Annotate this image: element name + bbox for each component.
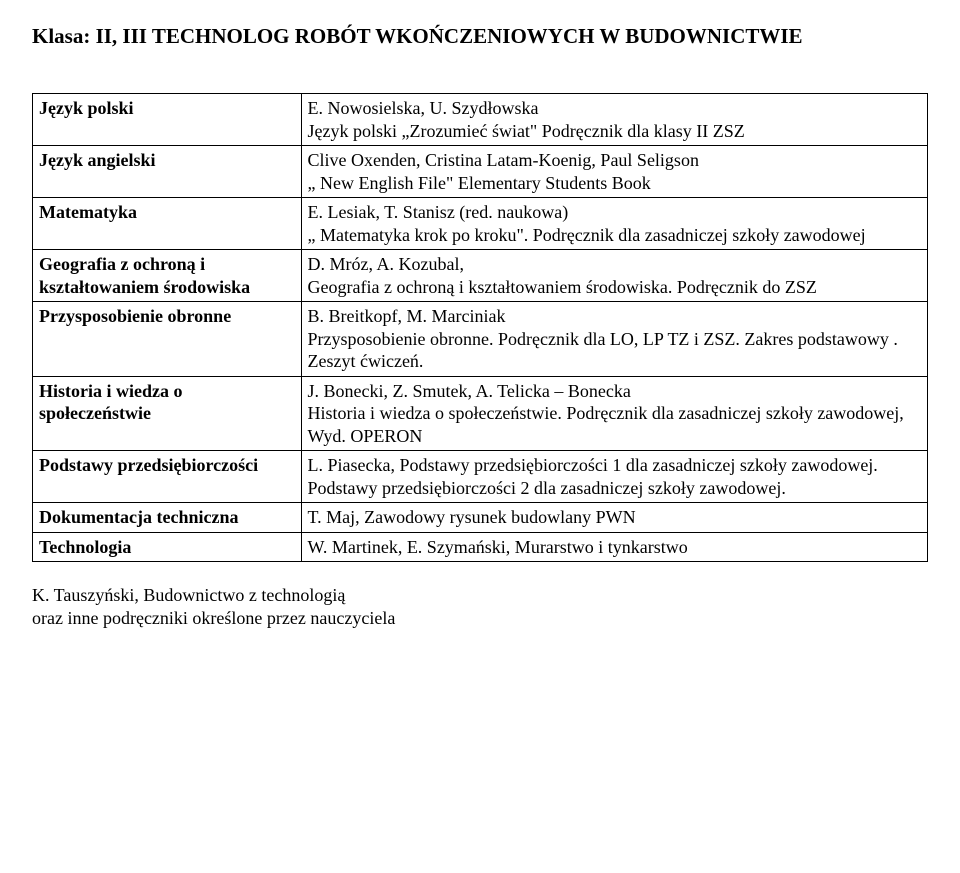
textbook-cell: W. Martinek, E. Szymański, Murarstwo i t… [301,532,928,562]
subject-cell: Język angielski [33,146,302,198]
subject-cell: Język polski [33,94,302,146]
table-row: Historia i wiedza o społeczeństwieJ. Bon… [33,376,928,451]
page-title: Klasa: II, III TECHNOLOG ROBÓT WKOŃCZENI… [32,24,928,49]
table-row: Język polskiE. Nowosielska, U. Szydłowsk… [33,94,928,146]
subject-cell: Historia i wiedza o społeczeństwie [33,376,302,451]
table-row: MatematykaE. Lesiak, T. Stanisz (red. na… [33,198,928,250]
table-row: Dokumentacja technicznaT. Maj, Zawodowy … [33,503,928,533]
textbook-cell: E. Nowosielska, U. SzydłowskaJęzyk polsk… [301,94,928,146]
textbook-cell: T. Maj, Zawodowy rysunek budowlany PWN [301,503,928,533]
subject-cell: Dokumentacja techniczna [33,503,302,533]
table-row: Podstawy przedsiębiorczościL. Piasecka, … [33,451,928,503]
textbook-cell: E. Lesiak, T. Stanisz (red. naukowa)„ Ma… [301,198,928,250]
subject-cell: Matematyka [33,198,302,250]
textbook-cell: L. Piasecka, Podstawy przedsiębiorczości… [301,451,928,503]
textbook-cell: Clive Oxenden, Cristina Latam-Koenig, Pa… [301,146,928,198]
textbook-cell: J. Bonecki, Z. Smutek, A. Telicka – Bone… [301,376,928,451]
subject-cell: Podstawy przedsiębiorczości [33,451,302,503]
subject-cell: Technologia [33,532,302,562]
textbook-cell: D. Mróz, A. Kozubal,Geografia z ochroną … [301,250,928,302]
subject-cell: Przysposobienie obronne [33,302,302,377]
table-row: Język angielskiClive Oxenden, Cristina L… [33,146,928,198]
textbook-cell: B. Breitkopf, M. MarciniakPrzysposobieni… [301,302,928,377]
table-row: Geografia z ochroną i kształtowaniem śro… [33,250,928,302]
table-row: TechnologiaW. Martinek, E. Szymański, Mu… [33,532,928,562]
table-row: Przysposobienie obronneB. Breitkopf, M. … [33,302,928,377]
syllabus-table: Język polskiE. Nowosielska, U. Szydłowsk… [32,93,928,562]
extra-note: K. Tauszyński, Budownictwo z technologią… [32,584,928,631]
subject-cell: Geografia z ochroną i kształtowaniem śro… [33,250,302,302]
